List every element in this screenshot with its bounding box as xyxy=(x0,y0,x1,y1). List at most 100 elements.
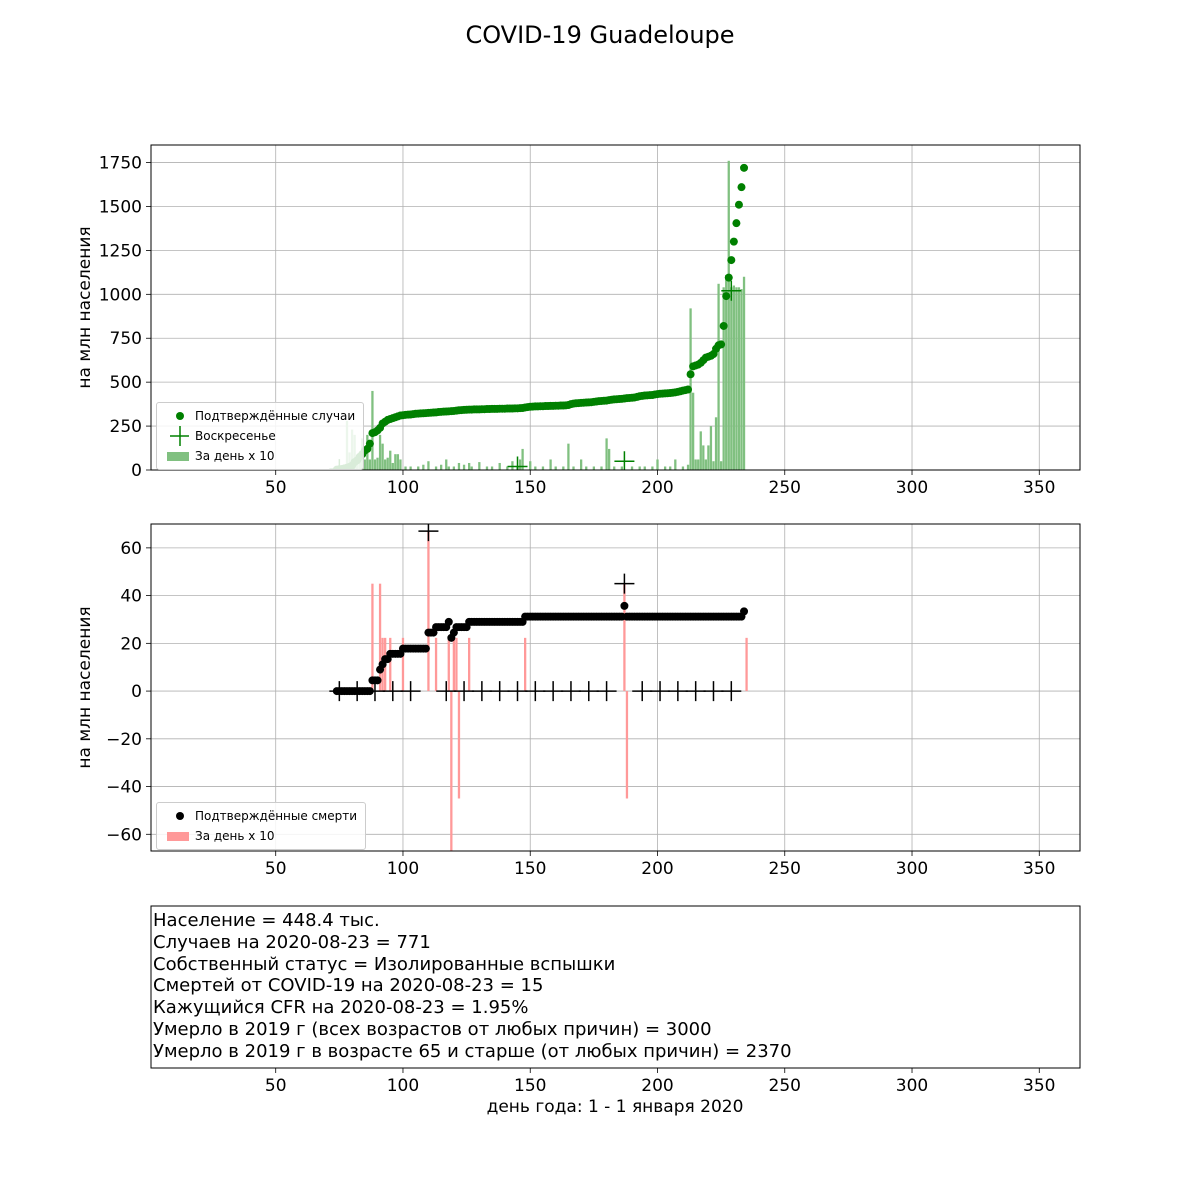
daily-bar xyxy=(742,276,746,470)
daily-bar xyxy=(697,459,700,470)
daily-bar xyxy=(717,283,720,470)
daily-bar xyxy=(702,445,705,470)
cases-legend: Подтверждённые случаи Воскресенье За ден… xyxy=(156,402,364,470)
daily-bar xyxy=(521,448,524,470)
daily-bar xyxy=(462,464,466,470)
daily-bar xyxy=(707,445,710,470)
daily-bar xyxy=(638,466,641,470)
daily-bar xyxy=(625,691,629,799)
y-tick-label: 0 xyxy=(131,461,142,481)
sunday-marker xyxy=(667,681,688,702)
daily-bar xyxy=(485,466,489,470)
sunday-marker xyxy=(578,681,599,702)
y-tick-label: 0 xyxy=(131,682,142,702)
x-tick-label: 250 xyxy=(769,859,801,879)
daily-bar xyxy=(691,392,695,470)
sunday-marker xyxy=(560,681,581,702)
daily-bar xyxy=(656,459,659,470)
y-tick-label: 1250 xyxy=(99,241,142,261)
x-tick-label: 300 xyxy=(896,859,928,879)
x-tick-label: 250 xyxy=(769,1076,801,1096)
sunday-marker xyxy=(329,681,350,702)
x-tick-label: 300 xyxy=(896,1076,928,1096)
legend-label: За день x 10 xyxy=(195,449,275,463)
daily-bar xyxy=(719,461,723,470)
y-tick-label: 500 xyxy=(110,373,142,393)
daily-bar xyxy=(523,637,527,692)
sunday-marker xyxy=(614,451,635,470)
sunday-marker xyxy=(650,681,671,702)
sunday-marker xyxy=(721,681,742,702)
sunday-marker xyxy=(507,681,528,702)
sunday-marker xyxy=(489,681,510,702)
x-tick-label: 100 xyxy=(387,859,419,879)
daily-bar xyxy=(478,462,481,470)
data-point xyxy=(724,273,733,282)
daily-bar xyxy=(529,461,532,470)
sunday-marker xyxy=(347,681,368,702)
daily-bar xyxy=(592,466,596,470)
daily-bar xyxy=(409,466,412,470)
daily-bar xyxy=(549,459,552,470)
daily-bar xyxy=(468,462,471,470)
data-point xyxy=(684,385,693,394)
info-line-deaths-2019-65plus: Умерло в 2019 г в возрасте 65 и старше (… xyxy=(153,1040,792,1062)
daily-bar xyxy=(404,466,407,470)
daily-bar xyxy=(534,466,537,470)
data-point xyxy=(722,292,731,301)
daily-bar xyxy=(445,459,448,470)
axes-frame xyxy=(150,523,1081,852)
daily-bar xyxy=(363,459,366,470)
daily-bar xyxy=(725,275,728,470)
daily-bar xyxy=(368,459,372,470)
chart-title: COVID-19 Guadeloupe xyxy=(465,21,734,49)
daily-bar xyxy=(669,466,672,470)
data-point xyxy=(737,183,746,192)
legend-label: За день x 10 xyxy=(195,829,275,843)
legend-item-confirmed-cases: Подтверждённые случаи xyxy=(157,406,363,426)
daily-bar xyxy=(722,287,725,470)
daily-bar xyxy=(651,466,654,470)
data-point xyxy=(727,256,736,265)
daily-bar xyxy=(623,583,626,692)
y-tick-label: 40 xyxy=(120,587,142,607)
sunday-marker xyxy=(471,681,492,702)
sunday-marker xyxy=(703,681,724,702)
plot-area xyxy=(329,160,749,470)
dot-marker-icon xyxy=(176,412,184,420)
daily-bar xyxy=(674,459,677,470)
sunday-marker xyxy=(454,681,475,702)
daily-bar xyxy=(447,466,450,470)
axes-frame xyxy=(150,905,1081,1069)
legend-item-confirmed-deaths: Подтверждённые смерти xyxy=(157,806,365,826)
daily-bar xyxy=(585,466,588,470)
y-tick-label: 1750 xyxy=(99,154,142,174)
y-tick-label: 1500 xyxy=(99,197,142,217)
y-tick-label: 1000 xyxy=(99,285,142,305)
legend-label: Подтверждённые случаи xyxy=(195,409,356,423)
y-axis-label: на млн населения xyxy=(75,226,95,388)
legend-item-daily-deaths: За день x 10 xyxy=(157,826,365,846)
daily-bar xyxy=(732,285,735,470)
x-tick-label: 100 xyxy=(387,1076,419,1096)
x-tick-label: 150 xyxy=(514,1076,546,1096)
summary-text: Население = 448.4 тыс. Случаев на 2020-0… xyxy=(153,910,792,1063)
data-point xyxy=(365,439,374,448)
daily-bar xyxy=(490,466,494,470)
legend-label: Воскресенье xyxy=(195,429,276,443)
daily-bar xyxy=(714,417,718,470)
daily-bar xyxy=(376,457,379,470)
daily-bar xyxy=(737,287,741,470)
daily-bar xyxy=(457,462,461,470)
legend-item-sunday: Воскресенье xyxy=(157,426,363,446)
bar-swatch-icon xyxy=(167,832,189,841)
axes-frame xyxy=(150,144,1081,471)
x-tick-label: 100 xyxy=(387,478,419,498)
info-line-status: Собственный статус = Изолированные вспыш… xyxy=(153,953,616,975)
summary-panel: 50 100 150 200 250 300 350 xyxy=(150,905,1081,1096)
daily-bar xyxy=(607,448,611,470)
daily-bar xyxy=(562,466,565,470)
legend-label: Подтверждённые смерти xyxy=(195,809,358,823)
daily-bar xyxy=(506,466,509,470)
sunday-marker xyxy=(364,681,385,702)
